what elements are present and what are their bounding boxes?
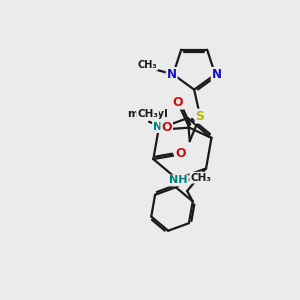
Text: NH: NH: [153, 122, 172, 132]
Text: O: O: [161, 121, 172, 134]
Text: NH: NH: [169, 176, 188, 185]
Text: CH₃: CH₃: [190, 173, 211, 183]
Text: CH₃: CH₃: [137, 109, 158, 118]
Text: N: N: [167, 68, 177, 81]
Text: S: S: [196, 110, 205, 123]
Text: N: N: [212, 68, 222, 81]
Text: O: O: [173, 95, 184, 109]
Text: methyl: methyl: [127, 109, 168, 118]
Text: O: O: [175, 147, 186, 160]
Text: CH₃: CH₃: [138, 60, 158, 70]
